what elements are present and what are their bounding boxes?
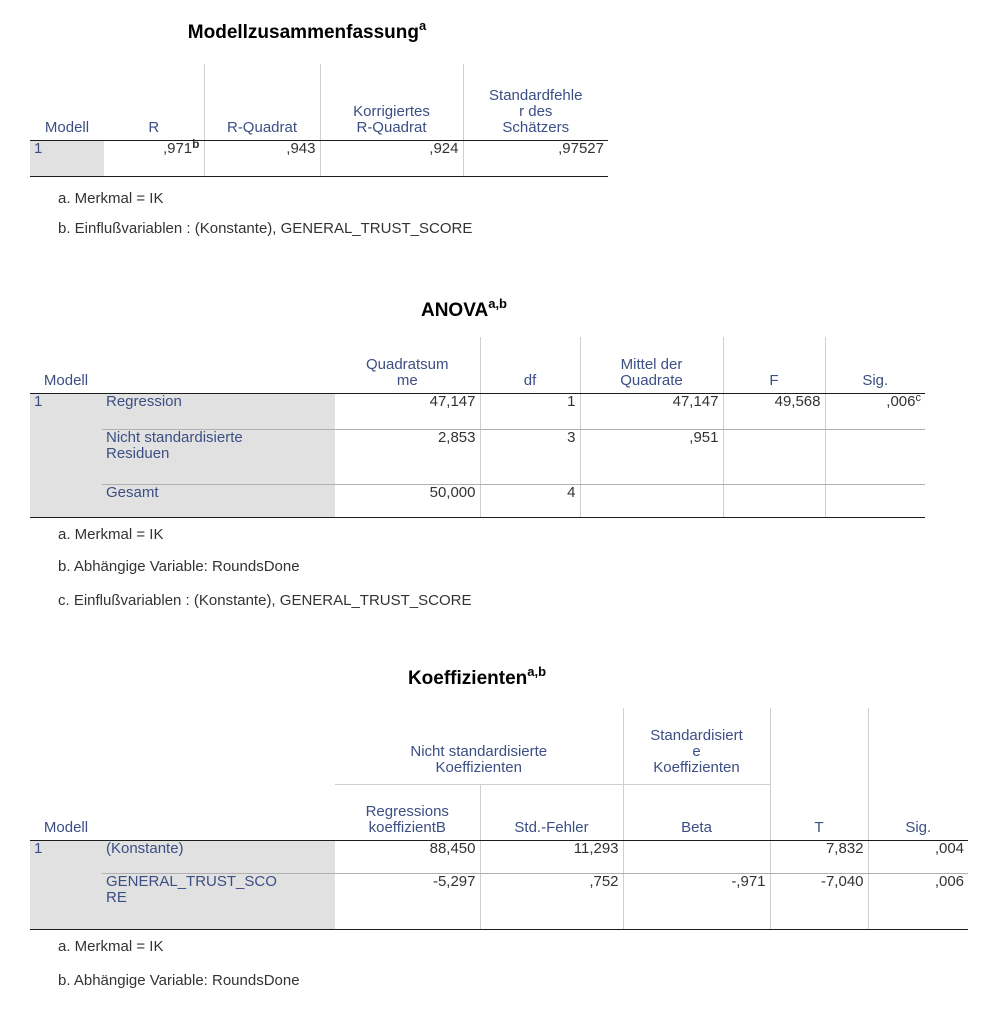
model-number: 1 <box>30 840 102 930</box>
model-number: 1 <box>30 393 102 518</box>
cell-qs: 2,853 <box>335 429 480 485</box>
cell-std: ,97527 <box>462 140 608 177</box>
header-mittel-quadrate: Mittel der Quadrate <box>579 337 723 394</box>
header-empty <box>867 708 969 784</box>
cell-f <box>722 484 825 518</box>
header-r: R <box>104 64 204 141</box>
header-standardfehler: Standardfehle r des Schätzers <box>462 64 608 141</box>
cell-se: 11,293 <box>479 840 624 874</box>
cell-t: -7,040 <box>769 873 869 930</box>
cell-se: ,752 <box>479 873 624 930</box>
model-summary-title: Modellzusammenfassunga <box>187 18 427 43</box>
cell-qs: 50,000 <box>335 484 480 518</box>
cell-sig: ,006c <box>824 392 925 430</box>
header-standardized-group: Standardisiert e Koeffizienten <box>622 708 771 785</box>
cell-b: 88,450 <box>335 840 480 874</box>
header-korr-r-quadrat: Korrigiertes R-Quadrat <box>319 64 463 141</box>
row-label: Regression <box>102 393 335 430</box>
header-empty <box>102 337 335 394</box>
header-f: F <box>722 337 825 394</box>
coefficients-title: Koeffizientena,b <box>407 664 547 689</box>
cell-b: -5,297 <box>335 873 480 930</box>
footnote: a. Merkmal = IK <box>58 190 164 207</box>
cell-beta: -,971 <box>622 873 771 930</box>
header-std-fehler: Std.-Fehler <box>479 784 624 841</box>
footnote: b. Abhängige Variable: RoundsDone <box>58 558 300 575</box>
footnote: a. Merkmal = IK <box>58 938 164 955</box>
model-number: 1 <box>30 140 104 177</box>
anova-title: ANOVAa,b <box>420 296 508 321</box>
cell-mq: 47,147 <box>579 393 723 430</box>
cell-mq <box>579 484 723 518</box>
anova-table: Modell Quadratsum me df Mittel der Quadr… <box>30 337 925 518</box>
header-sig: Sig. <box>867 784 969 841</box>
cell-korr: ,924 <box>319 140 463 177</box>
cell-sig <box>824 429 925 485</box>
cell-mq: ,951 <box>579 429 723 485</box>
cell-f: 49,568 <box>722 393 825 430</box>
header-empty <box>769 708 869 784</box>
table-row: GENERAL_TRUST_SCO RE -5,297 ,752 -,971 -… <box>30 873 969 930</box>
table-row: 1 ,971b ,943 ,924 ,97527 <box>30 138 608 177</box>
footnote: b. Einflußvariablen : (Konstante), GENER… <box>58 220 473 237</box>
cell-df: 3 <box>479 429 580 485</box>
header-beta: Beta <box>622 784 771 841</box>
row-label: (Konstante) <box>102 840 335 874</box>
footnote: a. Merkmal = IK <box>58 526 164 543</box>
cell-r-quadrat: ,943 <box>203 140 320 177</box>
header-t: T <box>769 784 869 841</box>
table-row: 1 (Konstante) 88,450 11,293 7,832 ,004 <box>30 840 969 930</box>
row-label: Gesamt <box>102 484 335 518</box>
row-label: Nicht standardisierte Residuen <box>102 429 335 485</box>
cell-sig <box>824 484 925 518</box>
table-row: 1 Regression 47,147 1 47,147 49,568 ,006… <box>30 392 925 518</box>
cell-df: 1 <box>479 393 580 430</box>
header-r-quadrat: R-Quadrat <box>203 64 320 141</box>
cell-sig: ,004 <box>867 840 969 874</box>
header-modell: Modell <box>30 337 102 394</box>
header-sig: Sig. <box>824 337 925 394</box>
cell-df: 4 <box>479 484 580 518</box>
cell-t: 7,832 <box>769 840 869 874</box>
header-empty <box>30 708 102 784</box>
table-row: Nicht standardisierte Residuen 2,853 3 ,… <box>30 429 925 485</box>
cell-qs: 47,147 <box>335 393 480 430</box>
cell-f <box>722 429 825 485</box>
header-modell: Modell <box>30 784 102 841</box>
header-regressionskoeffizient: Regressions koeffizientB <box>335 784 480 841</box>
header-unstandardized-group: Nicht standardisierte Koeffizienten <box>335 708 624 785</box>
footnote: c. Einflußvariablen : (Konstante), GENER… <box>58 592 472 609</box>
row-label: GENERAL_TRUST_SCO RE <box>102 873 335 930</box>
footnote: b. Abhängige Variable: RoundsDone <box>58 972 300 989</box>
cell-sig: ,006 <box>867 873 969 930</box>
cell-r: ,971b <box>104 138 204 177</box>
header-empty <box>102 784 335 841</box>
header-modell: Modell <box>30 64 104 141</box>
header-df: df <box>479 337 580 394</box>
cell-beta <box>622 840 771 874</box>
header-empty <box>102 708 335 784</box>
coefficients-table: Nicht standardisierte Koeffizienten Stan… <box>30 708 969 930</box>
model-summary-table: Modell R R-Quadrat Korrigiertes R-Quadra… <box>30 64 608 177</box>
header-quadratsumme: Quadratsum me <box>335 337 480 394</box>
table-row: Gesamt 50,000 4 <box>30 484 925 518</box>
